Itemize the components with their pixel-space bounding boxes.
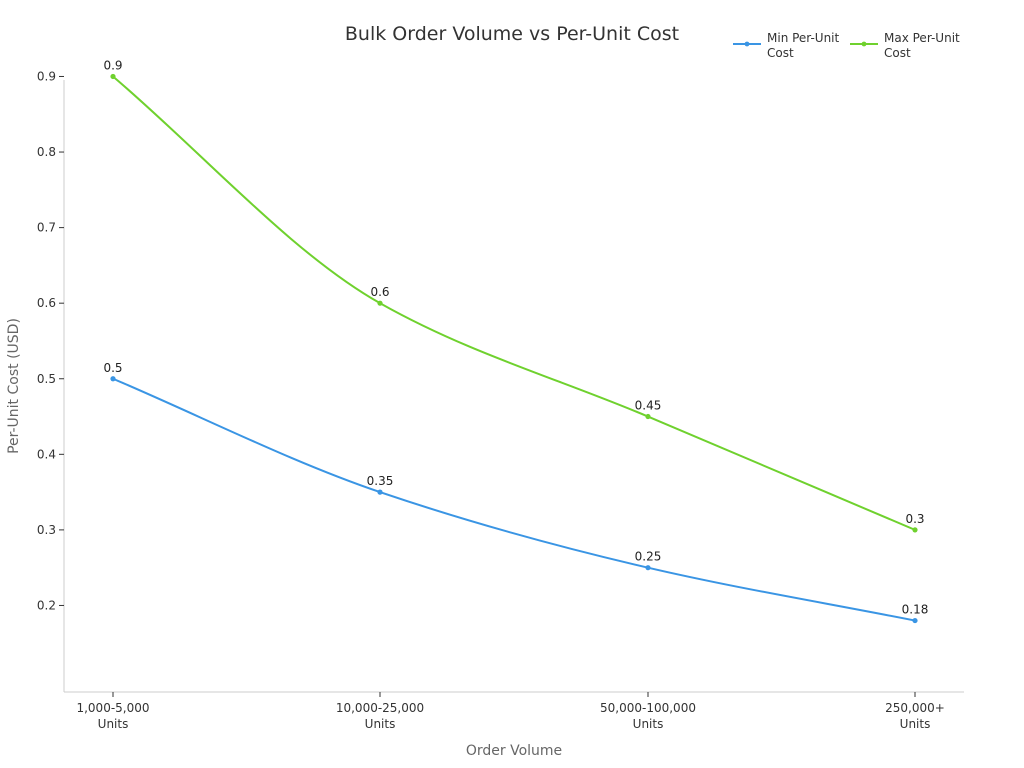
y-axis-title: Per-Unit Cost (USD) bbox=[6, 318, 22, 454]
data-point bbox=[377, 300, 383, 306]
series-max-per-unit-cost: 0.9 0.6 0.45 0.3 bbox=[103, 58, 925, 533]
legend-label: Cost bbox=[884, 46, 911, 60]
y-tick-label: 0.5 bbox=[37, 372, 56, 386]
x-tick-label: Units bbox=[900, 717, 931, 731]
data-point bbox=[645, 413, 651, 420]
data-label: 0.18 bbox=[902, 603, 929, 617]
y-tick-label: 0.6 bbox=[37, 296, 56, 310]
data-point bbox=[110, 73, 116, 80]
data-label: 0.25 bbox=[635, 550, 662, 564]
series-line bbox=[112, 377, 916, 622]
x-tick-label: Units bbox=[365, 717, 396, 731]
y-tick-label: 0.4 bbox=[37, 447, 56, 461]
data-label: 0.45 bbox=[635, 399, 662, 413]
legend-swatch-marker bbox=[744, 41, 750, 47]
x-tick-label: 10,000-25,000 bbox=[336, 701, 424, 715]
x-tick-label: 1,000-5,000 bbox=[76, 701, 149, 715]
x-tick-label: Units bbox=[98, 717, 129, 731]
y-axis-ticks: 0.2 0.3 0.4 0.5 0.6 0.7 0.8 0.9 bbox=[37, 69, 64, 612]
legend-swatch-marker bbox=[861, 41, 867, 47]
legend-label: Cost bbox=[767, 46, 794, 60]
data-point bbox=[645, 565, 651, 571]
legend-label: Max Per-Unit bbox=[884, 31, 960, 45]
y-tick-label: 0.9 bbox=[37, 69, 56, 83]
data-label: 0.3 bbox=[905, 512, 924, 526]
series-layer: 0.5 0.35 0.25 0.18 0.9 0.6 0.45 0.3 bbox=[103, 58, 929, 624]
x-tick-label: 250,000+ bbox=[885, 701, 945, 715]
y-tick-label: 0.8 bbox=[37, 145, 56, 159]
x-tick-label: Units bbox=[633, 717, 664, 731]
chart-title: Bulk Order Volume vs Per-Unit Cost bbox=[345, 23, 679, 45]
data-point bbox=[110, 376, 116, 382]
data-point bbox=[912, 527, 918, 533]
data-label: 0.6 bbox=[370, 285, 389, 299]
data-label: 0.9 bbox=[103, 58, 122, 72]
y-tick-label: 0.3 bbox=[37, 523, 56, 537]
x-tick-label: 50,000-100,000 bbox=[600, 701, 696, 715]
series-line bbox=[112, 75, 916, 531]
data-label: 0.5 bbox=[103, 361, 122, 375]
data-point bbox=[912, 617, 918, 624]
data-label: 0.35 bbox=[367, 474, 394, 488]
y-tick-label: 0.7 bbox=[37, 221, 56, 235]
legend-label: Min Per-Unit bbox=[767, 31, 840, 45]
y-tick-label: 0.2 bbox=[37, 598, 56, 612]
data-point bbox=[377, 489, 383, 495]
x-axis-ticks: 1,000-5,000 Units 10,000-25,000 Units 50,000… bbox=[76, 692, 945, 731]
x-axis-title: Order Volume bbox=[466, 743, 562, 759]
series-min-per-unit-cost: 0.5 0.35 0.25 0.18 bbox=[103, 361, 929, 624]
